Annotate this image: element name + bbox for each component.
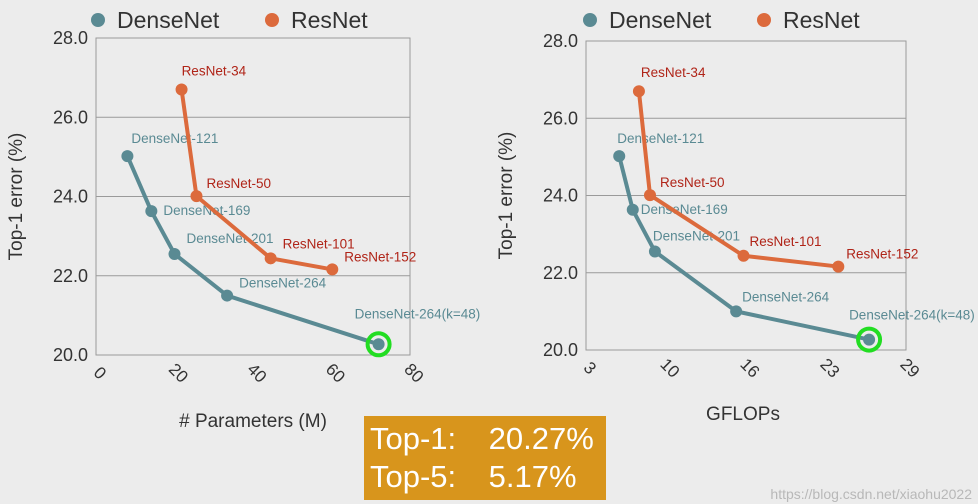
y-tick-label: 26.0 [53, 107, 88, 127]
data-point [221, 289, 234, 302]
point-label: DenseNet-121 [617, 131, 704, 146]
point-label: DenseNet-121 [131, 131, 218, 146]
data-point [168, 247, 181, 260]
callout-label: Top-1: [370, 421, 457, 456]
data-point [832, 260, 845, 273]
chart-panel-2: 20.0 22.0 24.0 26.0 28.0 3 10 16 23 29 Top-1 error… [496, 7, 975, 425]
point-label: DenseNet-169 [163, 203, 250, 218]
data-point [613, 150, 626, 163]
data-point [264, 252, 277, 265]
point-label: ResNet-152 [846, 247, 918, 262]
data-point [626, 203, 639, 216]
data-point [190, 190, 203, 203]
point-label: ResNet-34 [182, 64, 247, 79]
legend-label: DenseNet [117, 7, 220, 33]
point-label: DenseNet-264 [239, 276, 327, 291]
data-point [175, 83, 188, 96]
x-tick-label: 23 [816, 355, 843, 382]
data-point [326, 263, 339, 276]
x-tick-label: 40 [243, 360, 270, 387]
callout-row-top1: Top-1: 20.27% [370, 420, 606, 458]
callout-value: 20.27% [488, 421, 594, 456]
y-tick-label: 20.0 [543, 340, 578, 360]
y-axis-title: Top-1 error (%) [496, 132, 517, 260]
callout-value: 5.17% [488, 459, 577, 494]
data-point [648, 245, 661, 258]
point-label: ResNet-101 [283, 236, 355, 251]
y-tick-label: 24.0 [53, 187, 88, 207]
y-tick-label: 26.0 [543, 108, 578, 128]
y-tick-label: 22.0 [543, 263, 578, 283]
point-label: ResNet-50 [660, 175, 725, 190]
point-label: ResNet-50 [206, 176, 271, 191]
legend-marker [757, 13, 771, 27]
x-tick-label: 80 [400, 360, 427, 387]
point-label: ResNet-152 [344, 249, 416, 264]
y-axis-title: Top-1 error (%) [6, 133, 27, 261]
callout-label: Top-5: [370, 459, 457, 494]
x-tick-label: 0 [90, 363, 110, 383]
highlight-ring [856, 326, 883, 353]
data-point [863, 333, 876, 346]
y-tick-label: 24.0 [543, 186, 578, 206]
x-tick-label: 3 [580, 358, 600, 378]
data-point [730, 305, 743, 318]
point-label: ResNet-34 [641, 65, 706, 80]
x-tick-label: 60 [322, 360, 349, 387]
data-point [145, 205, 158, 218]
x-axis-title: GFLOPs [706, 404, 780, 425]
chart-panel-1: 20.0 22.0 24.0 26.0 28.0 0 20 40 60 80 Top-1 error… [6, 7, 480, 432]
data-point [644, 189, 656, 202]
watermark: https://blog.csdn.net/xiaohu2022 [770, 486, 972, 502]
legend-marker [265, 13, 279, 27]
point-label: DenseNet-264 [742, 289, 830, 304]
point-label: DenseNet-264(k=48) [849, 308, 975, 323]
x-tick-label: 10 [656, 355, 683, 382]
point-label: DenseNet-264(k=48) [355, 306, 481, 321]
data-point [737, 249, 750, 262]
legend-marker [583, 13, 597, 27]
x-axis-title: # Parameters (M) [179, 411, 327, 432]
data-point [632, 85, 645, 98]
legend-marker [91, 13, 105, 27]
y-tick-label: 20.0 [53, 345, 88, 365]
data-point [372, 338, 385, 351]
highlight-ring [365, 331, 392, 358]
result-callout: Top-1: 20.27% Top-5: 5.17% [364, 416, 606, 500]
point-label: ResNet-101 [750, 234, 822, 249]
data-point [121, 150, 134, 163]
series-line-resnet [179, 89, 333, 272]
callout-row-top5: Top-5: 5.17% [370, 458, 606, 496]
x-tick-label: 20 [165, 360, 192, 387]
point-label: DenseNet-201 [653, 229, 740, 244]
point-label: DenseNet-201 [187, 231, 274, 246]
series-line-resnet [636, 91, 839, 269]
point-label: DenseNet-169 [641, 202, 728, 217]
legend-label: ResNet [291, 7, 368, 33]
legend-label: DenseNet [609, 7, 712, 33]
legend-label: ResNet [783, 7, 860, 33]
y-tick-label: 22.0 [53, 266, 88, 286]
x-tick-label: 29 [896, 355, 923, 382]
x-tick-label: 16 [736, 355, 763, 382]
y-tick-label: 28.0 [53, 28, 88, 48]
y-tick-label: 28.0 [543, 31, 578, 51]
